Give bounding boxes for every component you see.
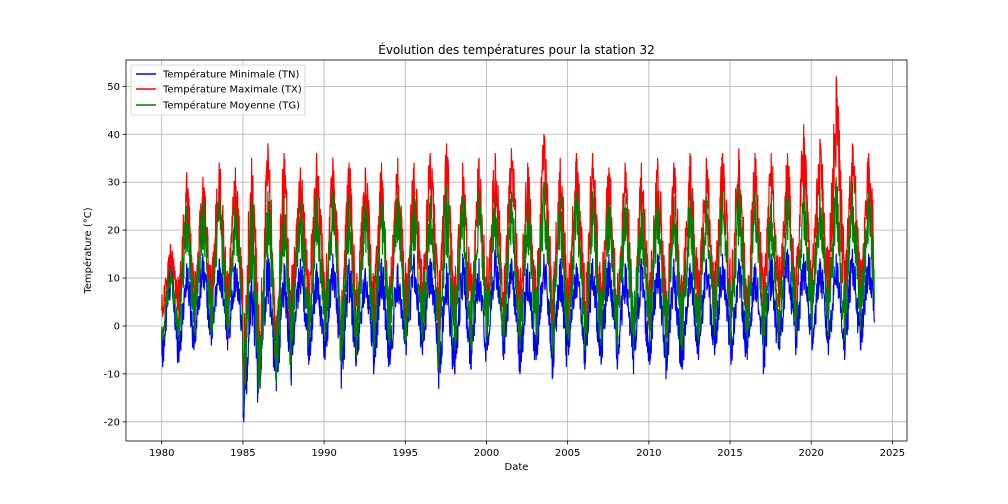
y-tick-label: 0 — [114, 321, 120, 332]
y-tick-label: 50 — [107, 82, 120, 93]
legend-label-tn: Température Minimale (TN) — [162, 69, 300, 81]
legend-label-tx: Température Maximale (TX) — [162, 84, 302, 96]
legend-box — [130, 64, 306, 116]
y-tick-label: 30 — [107, 178, 120, 189]
y-tick-label: -20 — [104, 417, 120, 428]
x-tick-label: 1990 — [311, 448, 336, 459]
x-tick-label: 2025 — [880, 448, 905, 459]
x-tick-label: 2020 — [798, 448, 823, 459]
y-tick-label: 40 — [107, 130, 120, 141]
series-line-tx — [161, 76, 875, 399]
y-tick-label: 10 — [107, 274, 120, 285]
y-tick-label: -10 — [104, 369, 120, 380]
series-layer — [161, 76, 875, 423]
x-tick-label: 2010 — [636, 448, 661, 459]
x-tick-label: 1985 — [230, 448, 255, 459]
grid-lines — [126, 60, 907, 441]
y-tick-label: 20 — [107, 226, 120, 237]
plot-frame — [125, 59, 908, 442]
x-axis-title: Date — [505, 462, 529, 473]
x-tick-label: 2000 — [474, 448, 499, 459]
legend-label-tg: Température Moyenne (TG) — [162, 100, 300, 112]
x-tick-label: 1995 — [393, 448, 418, 459]
y-axis-title: Température (°C) — [82, 207, 94, 294]
axis-ticks: 1980 1985 1990 1995 2000 2005 2010 2015 2020 2025… — [104, 82, 905, 459]
x-tick-label: 1980 — [149, 448, 174, 459]
x-tick-label: 2005 — [555, 448, 580, 459]
chart-title: Évolution des températures pour la stati… — [378, 42, 655, 57]
series-line-tg — [161, 176, 875, 413]
x-tick-label: 2015 — [717, 448, 742, 459]
legend: Température Minimale (TN) Température Ma… — [130, 64, 306, 116]
